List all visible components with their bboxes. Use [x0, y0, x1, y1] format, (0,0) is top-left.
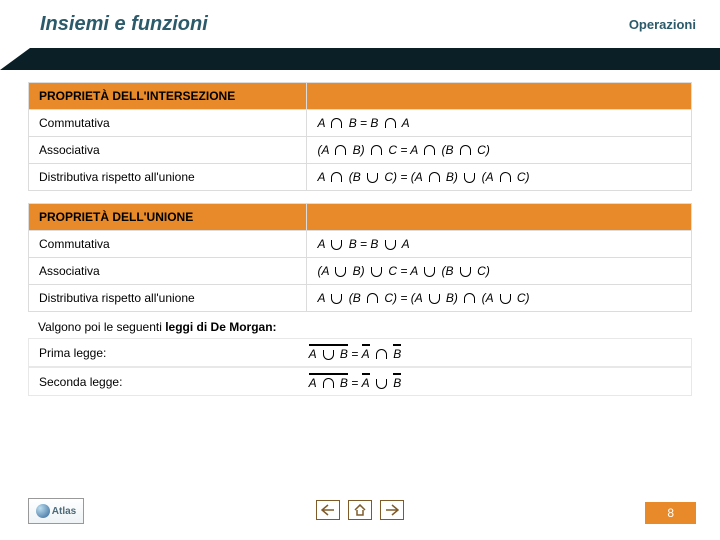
decorative-band [0, 48, 720, 70]
next-button[interactable] [380, 500, 404, 520]
table-row: Distributiva rispetto all'unione A (B C)… [29, 285, 692, 312]
slide-header: Insiemi e funzioni Operazioni [0, 0, 720, 48]
de-morgan-first: Prima legge: A B = A B [28, 338, 692, 367]
prop-name: Distributiva rispetto all'unione [29, 164, 307, 191]
prop-formula-commutative-intersection: A B = B A [307, 110, 692, 137]
prop-formula-distributive-intersection: A (B C) = (A B) (A C) [307, 164, 692, 191]
de-morgan-first-formula: A B = A B [309, 344, 681, 361]
page-number: 8 [645, 502, 696, 524]
prop-formula-commutative-union: A B = B A [307, 231, 692, 258]
arrow-left-icon [321, 504, 335, 516]
de-morgan-note: Valgono poi le seguenti leggi di De Morg… [28, 312, 692, 338]
union-header-row: PROPRIETÀ DELL'UNIONE [29, 204, 692, 231]
home-icon [353, 504, 367, 516]
arrow-right-icon [385, 504, 399, 516]
table-row: Associativa (A B) C = A (B C) [29, 258, 692, 285]
de-morgan-first-label: Prima legge: [39, 346, 309, 360]
page-title: Insiemi e funzioni [40, 13, 208, 36]
publisher-logo: Atlas [28, 498, 84, 524]
prop-name: Commutativa [29, 110, 307, 137]
de-morgan-second: Seconda legge: A B = A B [28, 367, 692, 396]
intersection-header-label: PROPRIETÀ DELL'INTERSEZIONE [29, 83, 307, 110]
footer-nav [316, 500, 404, 520]
intersection-header-row: PROPRIETÀ DELL'INTERSEZIONE [29, 83, 692, 110]
logo-text: Atlas [52, 506, 76, 517]
union-header-label: PROPRIETÀ DELL'UNIONE [29, 204, 307, 231]
prop-name: Commutativa [29, 231, 307, 258]
page-subtitle: Operazioni [629, 17, 696, 32]
union-table: PROPRIETÀ DELL'UNIONE Commutativa A B = … [28, 203, 692, 312]
table-row: Commutativa A B = B A [29, 110, 692, 137]
prop-name: Distributiva rispetto all'unione [29, 285, 307, 312]
table-row: Distributiva rispetto all'unione A (B C)… [29, 164, 692, 191]
prop-formula-associative-intersection: (A B) C = A (B C) [307, 137, 692, 164]
prev-button[interactable] [316, 500, 340, 520]
prop-formula-associative-union: (A B) C = A (B C) [307, 258, 692, 285]
table-row: Commutativa A B = B A [29, 231, 692, 258]
home-button[interactable] [348, 500, 372, 520]
prop-name: Associativa [29, 258, 307, 285]
globe-icon [36, 504, 50, 518]
de-morgan-second-label: Seconda legge: [39, 375, 309, 389]
intersection-table: PROPRIETÀ DELL'INTERSEZIONE Commutativa … [28, 82, 692, 191]
prop-formula-distributive-union: A (B C) = (A B) (A C) [307, 285, 692, 312]
table-row: Associativa (A B) C = A (B C) [29, 137, 692, 164]
de-morgan-second-formula: A B = A B [309, 373, 681, 390]
prop-name: Associativa [29, 137, 307, 164]
content-area: PROPRIETÀ DELL'INTERSEZIONE Commutativa … [0, 70, 720, 406]
